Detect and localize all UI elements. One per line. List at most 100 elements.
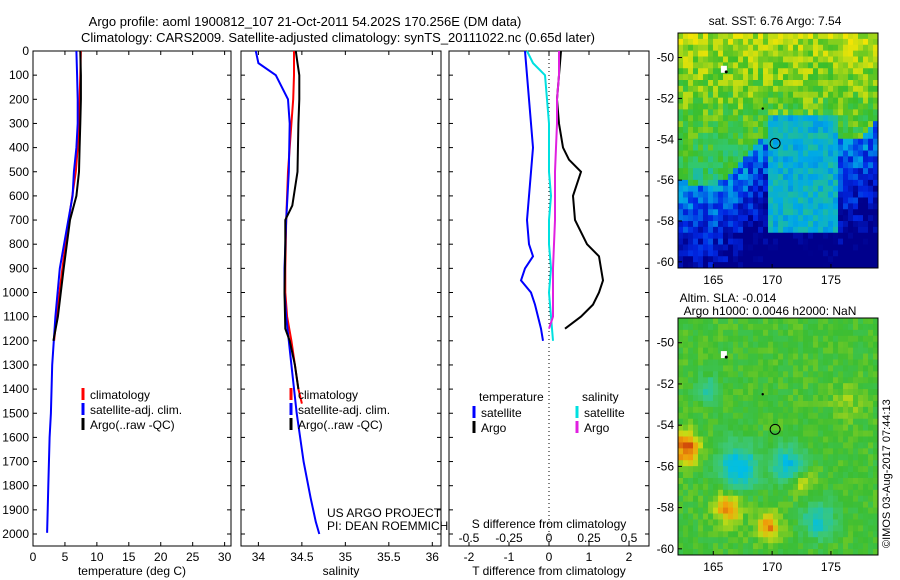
map-cell [858, 179, 864, 187]
map-cell [738, 132, 744, 140]
map-cell [848, 353, 854, 360]
map-cell [818, 197, 824, 204]
map-cell [718, 168, 724, 175]
map-cell [728, 383, 734, 390]
map-cell [718, 238, 724, 245]
map-cell [703, 537, 709, 544]
map-cell [703, 109, 709, 116]
map-cell [683, 318, 689, 325]
map-cell [713, 68, 719, 75]
map-cell [743, 85, 749, 93]
map-cell [773, 179, 779, 187]
map-cell [718, 543, 724, 550]
map-cell [763, 341, 769, 349]
map-cell [813, 442, 819, 449]
map-cell [783, 62, 789, 69]
map-cell [688, 513, 694, 520]
map-cell [813, 250, 819, 257]
map-cell [683, 62, 689, 69]
map-cell [733, 244, 739, 251]
map-cell [733, 256, 739, 263]
map-cell [803, 74, 809, 81]
map-cell [823, 371, 829, 378]
map-cell [678, 103, 684, 110]
map-cell [778, 347, 784, 354]
map-cell [688, 335, 694, 343]
map-cell [723, 138, 729, 146]
map-cell [698, 329, 704, 337]
map-cell [738, 62, 744, 69]
map-cell [683, 329, 689, 337]
map-cell [713, 513, 719, 520]
map-cell [698, 335, 704, 343]
map-cell [708, 395, 714, 402]
map-cell [693, 226, 699, 234]
map-cell [828, 132, 834, 140]
map-cell [768, 174, 774, 181]
map-cell [838, 185, 844, 193]
map-cell [718, 519, 724, 526]
map-cell [693, 150, 699, 157]
map-cell [768, 329, 774, 337]
map-cell [778, 483, 784, 491]
y-tick-label: 900 [9, 261, 29, 275]
map-cell [708, 489, 714, 497]
map-cell [703, 144, 709, 151]
map-cell [723, 537, 729, 544]
map-cell [693, 371, 699, 378]
map-cell [683, 412, 689, 420]
map-cell [828, 371, 834, 378]
x-tick-label: 30 [218, 550, 232, 564]
map-cell [858, 215, 864, 222]
map-cell [723, 383, 729, 390]
map-cell [843, 132, 849, 140]
map-cell [718, 460, 724, 467]
map-cell [728, 400, 734, 408]
map-cell [788, 537, 794, 544]
map-cell [723, 127, 729, 134]
map-cell [748, 33, 754, 40]
map-cell [793, 347, 799, 354]
map-cell [703, 50, 709, 57]
legend-label: satellite-adj. clim. [298, 403, 390, 417]
map-cell [843, 418, 849, 426]
map-cell [833, 97, 839, 104]
map-cell [698, 395, 704, 402]
map-cell [718, 174, 724, 181]
map-cell [728, 460, 734, 467]
map-cell [873, 144, 879, 151]
map-cell [773, 400, 779, 408]
map-cell [773, 56, 779, 63]
map-cell [853, 238, 859, 245]
map-cell [688, 226, 694, 234]
map-cell [763, 430, 769, 437]
map-cell [758, 80, 764, 87]
map-cell [793, 389, 799, 396]
map-cell [698, 430, 704, 437]
map-frame [677, 32, 879, 269]
map-cell [718, 454, 724, 461]
map-cell [748, 127, 754, 134]
map-cell [758, 483, 764, 491]
map-cell [778, 203, 784, 210]
map-cell [688, 232, 694, 240]
map-cell [808, 418, 814, 426]
map-cell [783, 232, 789, 240]
map-cell [678, 174, 684, 181]
map-cell [683, 191, 689, 198]
map-cell [838, 33, 844, 40]
map-cell [803, 395, 809, 402]
map-cell [683, 335, 689, 343]
map-cell [753, 232, 759, 240]
map-cell [723, 395, 729, 402]
map-cell [863, 38, 869, 46]
map-cell [768, 162, 774, 169]
map-cell [793, 472, 799, 479]
map-cell [708, 38, 714, 46]
map-cell [798, 109, 804, 116]
map-cell [703, 132, 709, 140]
map-cell [833, 383, 839, 390]
map-cell [858, 318, 864, 325]
map-cell [843, 226, 849, 234]
map-cell [743, 359, 749, 366]
